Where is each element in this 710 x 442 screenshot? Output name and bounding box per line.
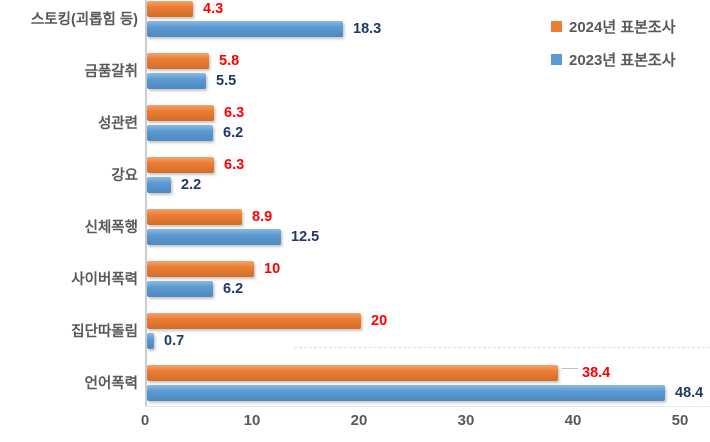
category-label: 성관련 (97, 116, 138, 132)
bar-2024 (147, 1, 193, 17)
label-leader-line (562, 368, 578, 369)
value-label-2023: 48.4 (675, 385, 704, 401)
bar-2023 (147, 385, 665, 401)
x-axis-tick-label: 0 (140, 412, 150, 429)
bar-2024 (147, 105, 214, 121)
category-label: 신체폭행 (84, 220, 138, 236)
bar-2024 (147, 157, 214, 173)
value-label-2023: 0.7 (164, 333, 185, 349)
category-label: 언어폭력 (84, 376, 138, 392)
category-label: 집단따돌림 (71, 324, 138, 340)
legend-swatch-icon (551, 21, 562, 32)
bar-2023 (147, 333, 154, 349)
value-label-2024: 10 (264, 261, 281, 277)
legend-swatch-icon (551, 54, 562, 65)
value-label-2024: 6.3 (224, 157, 245, 173)
value-label-2023: 12.5 (291, 229, 320, 245)
bar-2024 (147, 313, 361, 329)
value-label-2023: 18.3 (353, 21, 382, 37)
value-label-2024: 6.3 (224, 105, 245, 121)
value-label-2024: 5.8 (219, 53, 240, 69)
bar-2023 (147, 177, 171, 193)
value-label-2024: 38.4 (582, 365, 611, 381)
legend-label: 2023년 표본조사 (569, 52, 676, 69)
value-label-2024: 8.9 (252, 209, 273, 225)
bar-2024 (147, 53, 209, 69)
x-axis-tick-label: 40 (564, 412, 582, 429)
value-label-2024: 20 (371, 313, 388, 329)
plot-area: 4.3 18.3 5.8 5.5 6.3 6.2 6.3 2.2 8.9 12.5 10 6.2 20 0… (145, 0, 710, 407)
bar-2024 (147, 209, 242, 225)
bar-2023 (147, 229, 281, 245)
bar-2023 (147, 281, 213, 297)
legend-item-2023: 2023년 표본조사 (551, 49, 676, 70)
divider-line (294, 347, 710, 348)
legend: 2024년 표본조사 2023년 표본조사 (551, 16, 676, 70)
value-label-2023: 6.2 (223, 125, 244, 141)
category-label: 사이버폭력 (71, 272, 138, 288)
bar-2023 (147, 125, 213, 141)
bar-2023 (147, 21, 343, 37)
bar-2024 (147, 261, 254, 277)
value-label-2023: 2.2 (181, 177, 202, 193)
value-label-2023: 5.5 (216, 73, 237, 89)
x-axis-tick-label: 10 (243, 412, 261, 429)
bar-2024 (147, 365, 558, 381)
category-label: 강요 (111, 168, 138, 184)
legend-label: 2024년 표본조사 (569, 19, 676, 36)
legend-item-2024: 2024년 표본조사 (551, 16, 676, 37)
value-label-2023: 6.2 (223, 281, 244, 297)
value-label-2024: 4.3 (203, 1, 224, 17)
bar-2023 (147, 73, 206, 89)
x-axis-tick-label: 50 (671, 412, 689, 429)
x-axis-tick-label: 30 (457, 412, 475, 429)
category-label: 금품갈취 (84, 64, 138, 80)
category-label: 스토킹(괴롭힘 등) (30, 12, 138, 28)
x-axis-tick-label: 20 (350, 412, 368, 429)
